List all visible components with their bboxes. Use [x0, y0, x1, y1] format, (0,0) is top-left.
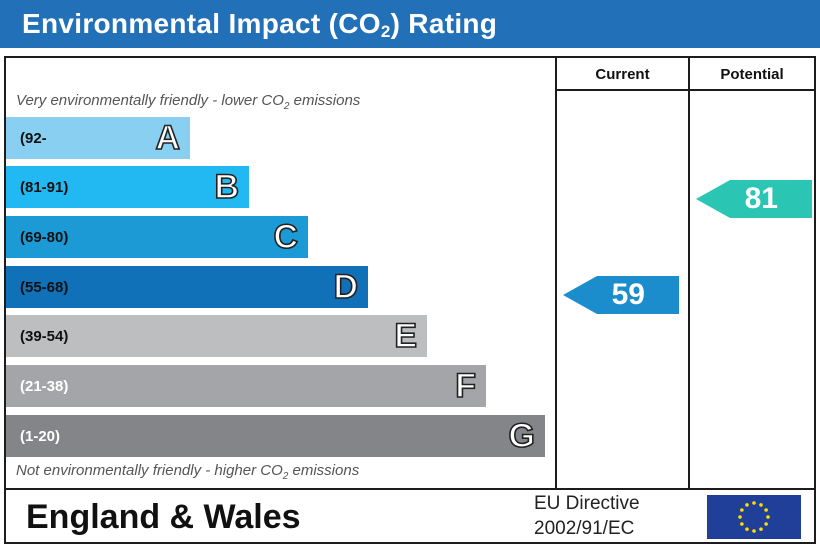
title-text: Environmental Impact (CO2) Rating [22, 8, 498, 41]
divider-current-left [555, 56, 557, 490]
eu-flag-icon [707, 495, 801, 539]
band-letter: F [454, 366, 476, 406]
band-range: (69-80) [20, 228, 69, 246]
band-b: (81-91) B [6, 166, 249, 208]
eu-flag-star [752, 501, 756, 505]
directive-line-1: EU Directive [534, 493, 640, 514]
band-letter: E [394, 316, 418, 356]
band-f: (21-38) F [6, 365, 486, 407]
country-label: England & Wales [26, 497, 301, 536]
note-top: Very environmentally friendly - lower CO… [16, 92, 361, 112]
eu-flag-stars [738, 501, 770, 533]
eu-flag-star [764, 508, 768, 512]
band-range: (55-68) [20, 278, 69, 296]
band-range: (1-20) [20, 427, 61, 445]
band-e: (39-54) E [6, 315, 427, 357]
band-letter: C [273, 217, 299, 257]
eu-flag-star [766, 515, 770, 519]
band-letter: B [214, 167, 240, 207]
band-a: (92- A [6, 117, 190, 159]
band-range: (21-38) [20, 377, 69, 395]
eu-flag-star [745, 503, 749, 507]
column-header-divider [555, 89, 816, 91]
eu-flag-star [745, 527, 749, 531]
eu-flag-star [738, 515, 742, 519]
column-potential-header: Potential [720, 65, 784, 83]
rating-title: Environmental Impact (CO2) Rating [0, 0, 820, 48]
column-current-header: Current [595, 65, 650, 83]
band-letter: G [508, 416, 536, 456]
band-d: (55-68) D [6, 266, 368, 308]
divider-current-right [688, 56, 690, 490]
rating-frame [4, 56, 816, 544]
eu-flag-star [752, 529, 756, 533]
note-bottom: Not environmentally friendly - higher CO… [16, 462, 360, 482]
band-range: (81-91) [20, 178, 69, 196]
band-letter: A [155, 118, 181, 158]
band-g: (1-20) G [6, 415, 545, 457]
band-c: (69-80) C [6, 216, 308, 258]
eu-flag-star [764, 522, 768, 526]
eu-flag-star [740, 508, 744, 512]
directive-line-2: 2002/91/EC [534, 518, 635, 539]
eu-flag-star [759, 503, 763, 507]
eu-flag-star [740, 522, 744, 526]
band-range: (39-54) [20, 327, 69, 345]
footer-divider [4, 488, 816, 490]
eu-flag-star [759, 527, 763, 531]
band-range: (92- [20, 129, 47, 147]
band-letter: D [333, 267, 359, 307]
eu-directive: EU Directive 2002/91/EC [534, 491, 696, 541]
